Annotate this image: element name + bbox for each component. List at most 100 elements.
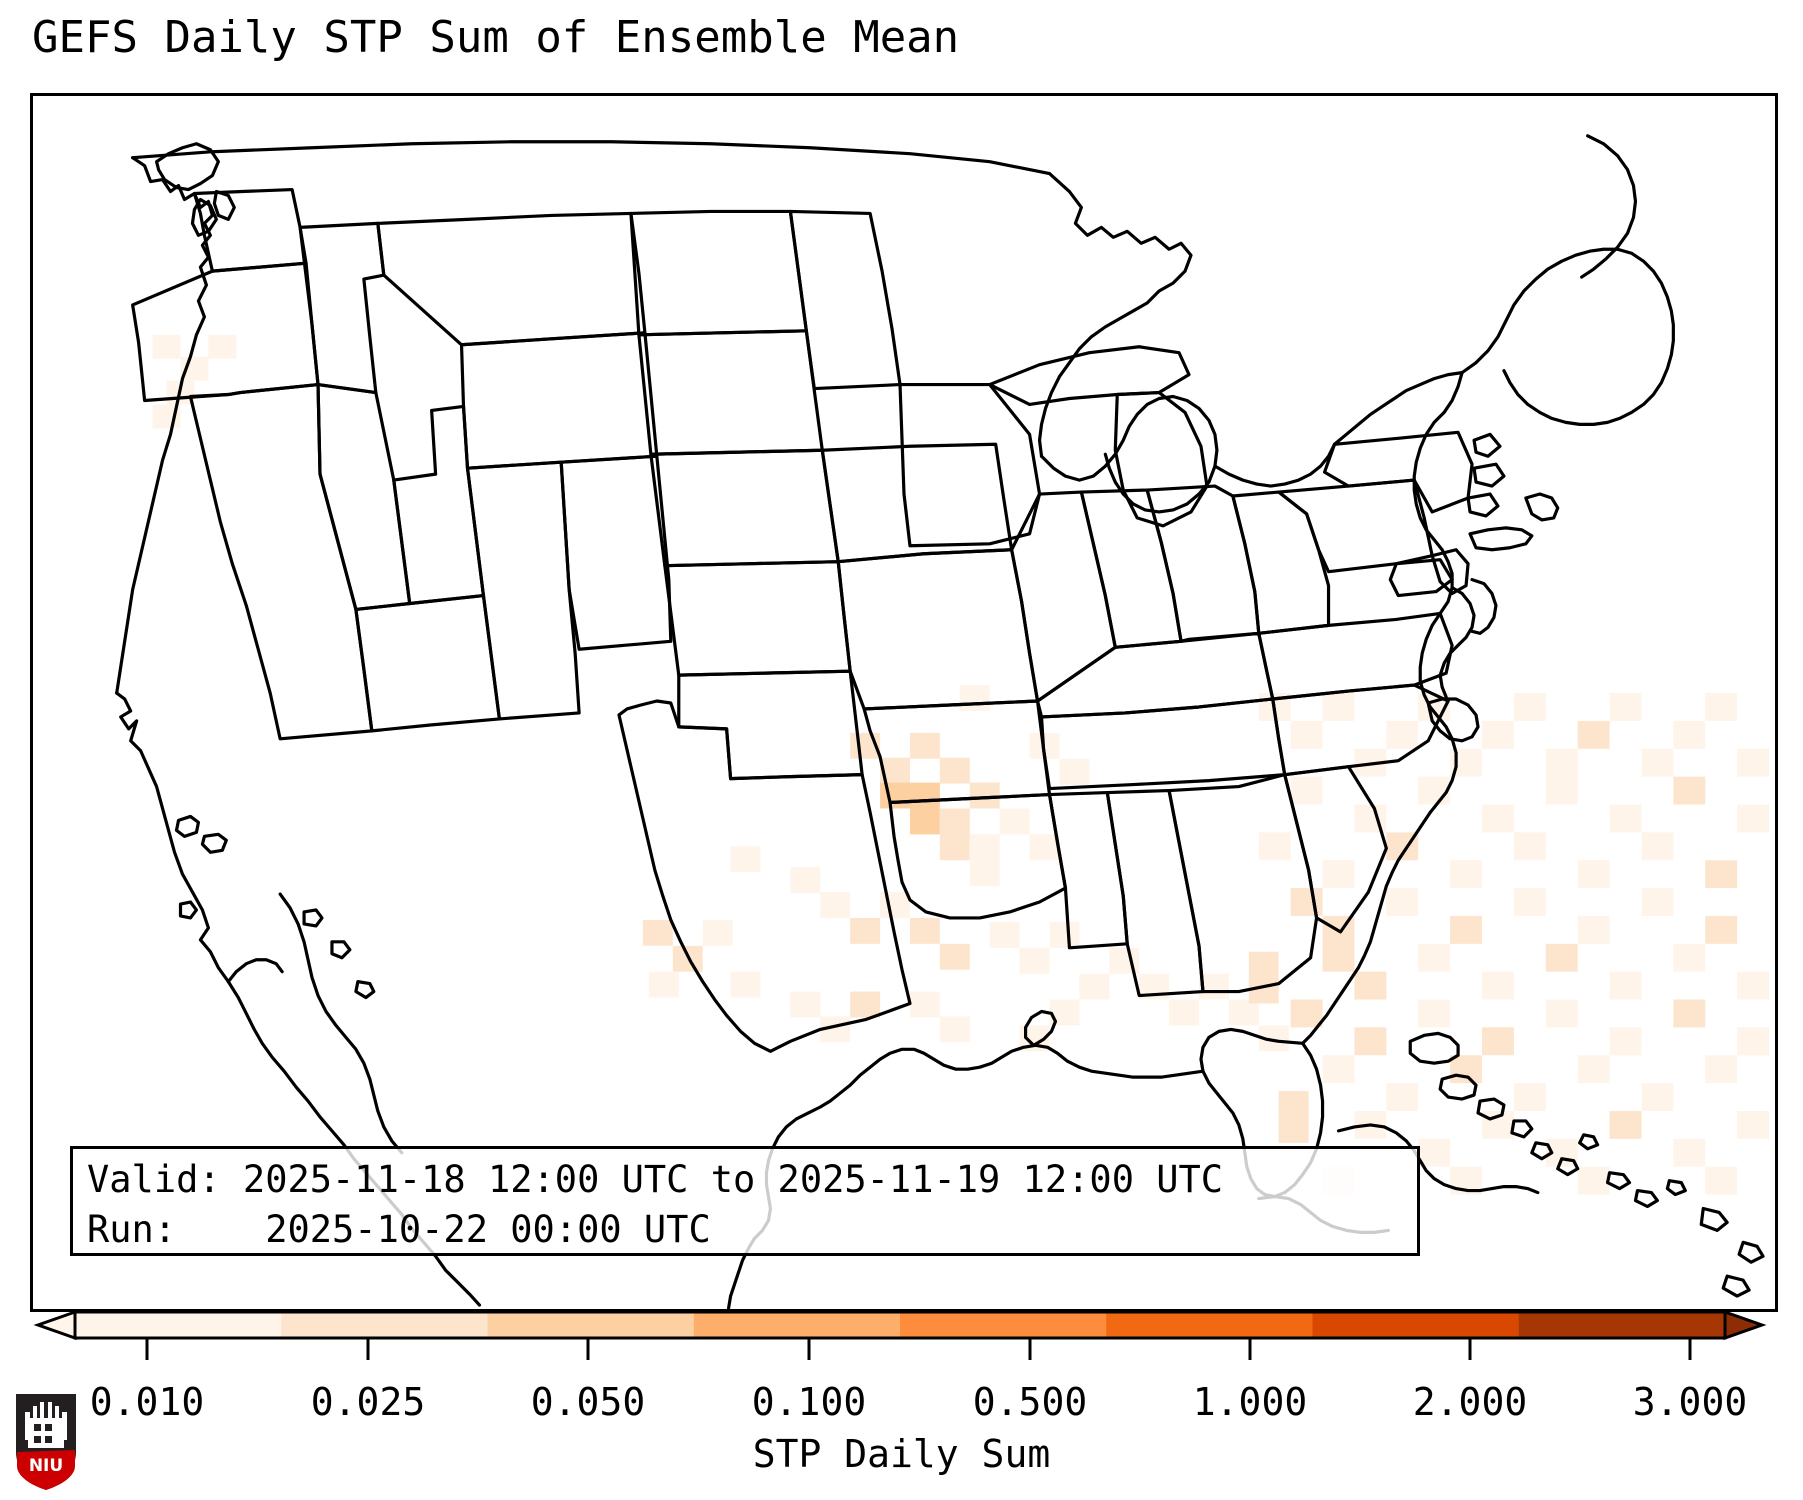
stp-grid-cell: [850, 991, 881, 1018]
bahamas-eleuthera: [1476, 1097, 1506, 1121]
stp-grid-cell: [1278, 1091, 1309, 1117]
baja-california-east: [278, 892, 404, 1155]
state-south-carolina: [1283, 765, 1388, 934]
lake-michigan-huron: [1039, 394, 1219, 514]
stp-grid-cell: [1577, 915, 1610, 944]
stp-grid-cell: [1322, 1055, 1355, 1084]
forecast-info-box: Valid: 2025-11-18 12:00 UTC to 2025-11-1…: [70, 1146, 1420, 1256]
colorbar[interactable]: [0, 1310, 1803, 1370]
colorbar-axis-label: STP Daily Sum: [752, 1432, 1051, 1476]
state-illinois: [1010, 490, 1117, 703]
colorbar-tick-label: 2.000: [1412, 1380, 1528, 1424]
gulf-of-california-north: [226, 958, 284, 984]
stp-grid-cell: [959, 685, 990, 711]
stp-grid-cell: [790, 867, 821, 894]
colorbar-segment: [75, 1312, 282, 1338]
bahamas-island-7: [1578, 1133, 1600, 1151]
niu-banner-text: NIU: [29, 1456, 63, 1476]
geography-outlines: [115, 134, 1765, 1309]
cape-cod: [1524, 492, 1560, 522]
lake-ontario-st-lawrence: [1332, 371, 1464, 446]
state-south-dakota: [637, 329, 824, 456]
bahamas-island-6: [1556, 1157, 1580, 1177]
stp-grid-cell: [730, 971, 761, 998]
stp-grid-cell: [939, 943, 970, 970]
stp-grid-cell: [909, 782, 940, 809]
colorbar-tick-label: 0.025: [310, 1380, 426, 1424]
state-minnesota: [788, 209, 902, 391]
stp-grid-cell: [1418, 999, 1451, 1028]
stp-grid-cell: [1278, 1116, 1309, 1143]
state-oregon: [131, 261, 320, 403]
coastline-baja: [226, 980, 482, 1307]
island-cedros: [302, 908, 324, 928]
map-panel[interactable]: [30, 93, 1778, 1312]
coastline-pacific-nw: [115, 156, 214, 695]
stp-grid-cell: [939, 1016, 970, 1043]
stp-grid-cell: [1705, 1166, 1738, 1195]
stp-grid-cell: [1641, 1083, 1674, 1111]
colorbar-tick-label: 0.050: [530, 1380, 646, 1424]
valid-time-text: Valid: 2025-11-18 12:00 UTC to 2025-11-1…: [87, 1158, 1224, 1201]
canada-maritimes: [1460, 247, 1675, 426]
colorbar-segment: [281, 1312, 489, 1338]
lake-superior: [1037, 172, 1193, 458]
stp-grid-cell: [1482, 971, 1514, 1000]
channel-island-1: [174, 814, 201, 838]
stp-grid-cell: [1705, 860, 1738, 889]
state-oklahoma: [677, 669, 864, 781]
colorbar-border: [73, 1310, 1727, 1340]
cuba-north-coast: [1336, 1123, 1540, 1195]
stp-grid-cell: [1248, 951, 1279, 978]
state-new-york: [1322, 430, 1474, 514]
stp-grid-cell: [1609, 1027, 1642, 1056]
stp-grid-cell: [1418, 776, 1451, 805]
stp-grid-cell: [1705, 693, 1738, 721]
colorbar-segments: [75, 1312, 1726, 1338]
niu-logo: NIU: [14, 1392, 78, 1492]
stp-grid-cell: [1577, 720, 1610, 749]
caribbean-island-13: [1721, 1274, 1751, 1298]
stp-grid-cell: [1482, 804, 1514, 833]
stp-grid-cell: [1705, 915, 1738, 944]
state-michigan-lower: [1113, 390, 1209, 528]
stp-grid-cell: [1450, 915, 1483, 944]
castle-icon: [25, 1402, 67, 1448]
stp-grid-cell: [1609, 693, 1642, 721]
state-virginia: [1257, 611, 1454, 701]
stp-grid-cell: [1482, 1027, 1514, 1056]
stp-grid-cell: [1290, 999, 1323, 1028]
stp-grid-cell: [730, 846, 761, 873]
stp-grid-cell: [1513, 693, 1546, 721]
stp-grid-cell: [1418, 943, 1451, 972]
stp-grid-cell: [1641, 888, 1674, 916]
stp-grid-cell: [1609, 971, 1642, 1000]
stp-grid-cell: [1513, 888, 1546, 916]
border-canada-west: [131, 140, 1052, 176]
stp-grid-cell: [1258, 832, 1291, 861]
colorbar-svg[interactable]: [0, 1310, 1803, 1370]
stp-grid-cell: [1545, 748, 1578, 777]
niu-banner: [17, 1450, 75, 1490]
map-canvas[interactable]: [33, 96, 1775, 1309]
state-maryland: [1388, 558, 1454, 598]
stp-grid-cell: [909, 808, 940, 835]
bahamas-abaco: [1438, 1073, 1478, 1101]
colorbar-segment: [900, 1312, 1107, 1338]
colorbar-segment: [1518, 1312, 1726, 1338]
colorbar-segment: [693, 1312, 901, 1338]
long-island: [1468, 526, 1534, 552]
newfoundland-labrador: [1580, 134, 1638, 279]
island-4: [354, 980, 376, 1000]
colorbar-under-arrow: [33, 1310, 77, 1341]
stp-grid-cell: [880, 892, 910, 918]
bahamas-cat-island: [1510, 1119, 1534, 1139]
stp-grid-cell: [1737, 804, 1770, 833]
stp-grid-cell: [969, 834, 1000, 861]
stp-grid-cell: [1450, 860, 1483, 889]
colorbar-segment: [1106, 1312, 1314, 1338]
state-idaho: [298, 221, 386, 395]
colorbar-segment: [1312, 1312, 1520, 1338]
state-pennsylvania: [1277, 478, 1434, 574]
castle-windows-icon: [34, 1424, 52, 1443]
